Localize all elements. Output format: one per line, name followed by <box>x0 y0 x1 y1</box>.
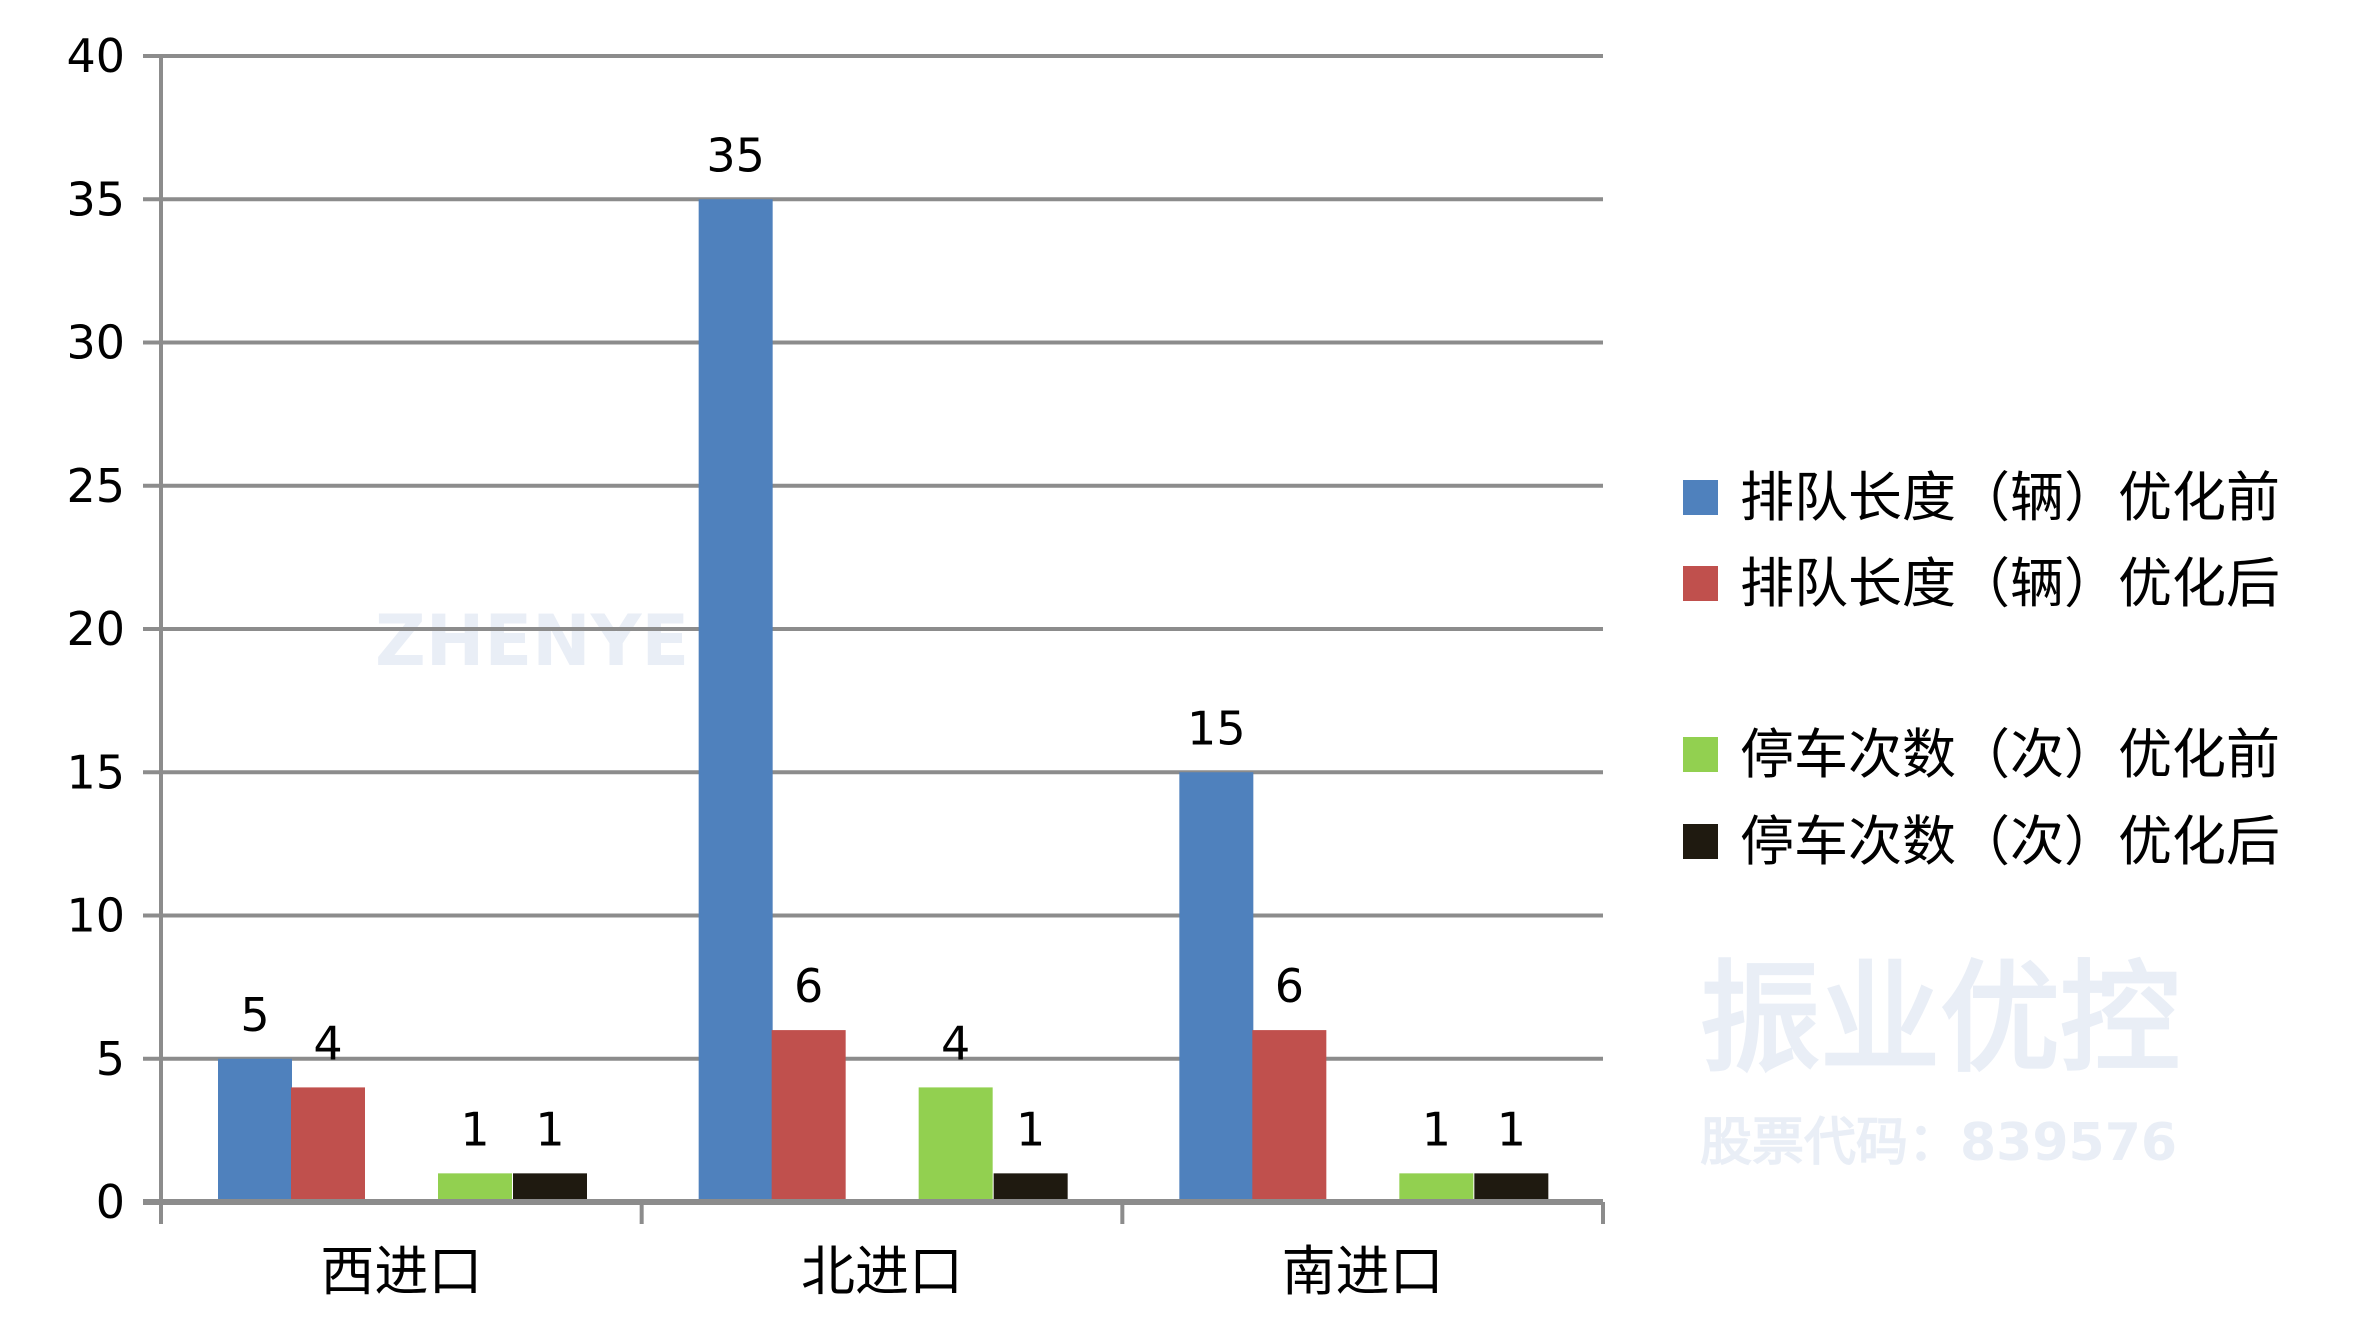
data-label: 4 <box>313 1016 342 1070</box>
data-label: 1 <box>535 1102 564 1156</box>
legend-swatch <box>1683 737 1718 772</box>
data-label: 5 <box>240 988 269 1042</box>
watermark-name: 振业优控 <box>1700 950 2180 1089</box>
bar-2-2 <box>771 1030 846 1202</box>
legend-label: 排队长度（辆）优化前 <box>1740 466 2280 529</box>
y-tick-label: 20 <box>66 602 125 656</box>
bar-3-3 <box>1399 1173 1474 1202</box>
gridlines <box>143 54 1603 1204</box>
data-label: 1 <box>460 1102 489 1156</box>
bar-2-3 <box>1252 1030 1327 1202</box>
bars <box>218 199 1549 1202</box>
axes <box>143 56 1605 1224</box>
bar-4-1 <box>513 1173 587 1202</box>
y-axis-ticks: 0 5 10 15 20 25 30 35 40 <box>66 29 125 1229</box>
x-category-label: 北进口 <box>801 1240 963 1303</box>
y-tick-label: 25 <box>66 459 125 513</box>
y-tick-label: 40 <box>66 29 125 83</box>
bar-1-1 <box>218 1058 292 1202</box>
bar-1-3 <box>1179 772 1254 1202</box>
data-label: 6 <box>794 959 823 1013</box>
bar-3-1 <box>438 1173 512 1202</box>
data-label: 1 <box>1016 1102 1045 1156</box>
bar-4-2 <box>993 1173 1068 1202</box>
y-tick-label: 15 <box>66 745 125 799</box>
data-label: 4 <box>941 1016 970 1070</box>
bar-4-3 <box>1474 1173 1549 1202</box>
data-label: 1 <box>1422 1102 1451 1156</box>
y-tick-label: 5 <box>96 1032 125 1086</box>
bar-3-2 <box>918 1087 993 1202</box>
y-tick-label: 0 <box>96 1175 125 1229</box>
legend-label: 停车次数（次）优化后 <box>1740 810 2280 873</box>
data-label: 35 <box>706 128 765 182</box>
legend-label: 排队长度（辆）优化后 <box>1740 552 2280 615</box>
y-tick-label: 35 <box>66 172 125 226</box>
x-category-label: 南进口 <box>1282 1240 1444 1303</box>
legend-swatch <box>1683 566 1718 601</box>
data-label: 15 <box>1187 701 1246 755</box>
legend-swatch <box>1683 824 1718 859</box>
data-label: 6 <box>1275 959 1304 1013</box>
legend-swatch <box>1683 480 1718 515</box>
bar-1-2 <box>698 199 773 1202</box>
x-axis-categories: 西进口 北进口 南进口 <box>320 1240 1443 1303</box>
watermark-logo-text: ZHENYE <box>375 600 689 682</box>
watermark: ZHENYE 振业优控 股票代码：839576 <box>375 600 2180 1173</box>
x-category-label: 西进口 <box>320 1240 482 1303</box>
bar-2-1 <box>291 1087 365 1202</box>
y-tick-label: 10 <box>66 889 125 943</box>
data-label: 1 <box>1497 1102 1526 1156</box>
watermark-stock-code: 股票代码：839576 <box>1700 1113 2177 1173</box>
legend-label: 停车次数（次）优化前 <box>1740 723 2280 786</box>
y-tick-label: 30 <box>66 316 125 370</box>
